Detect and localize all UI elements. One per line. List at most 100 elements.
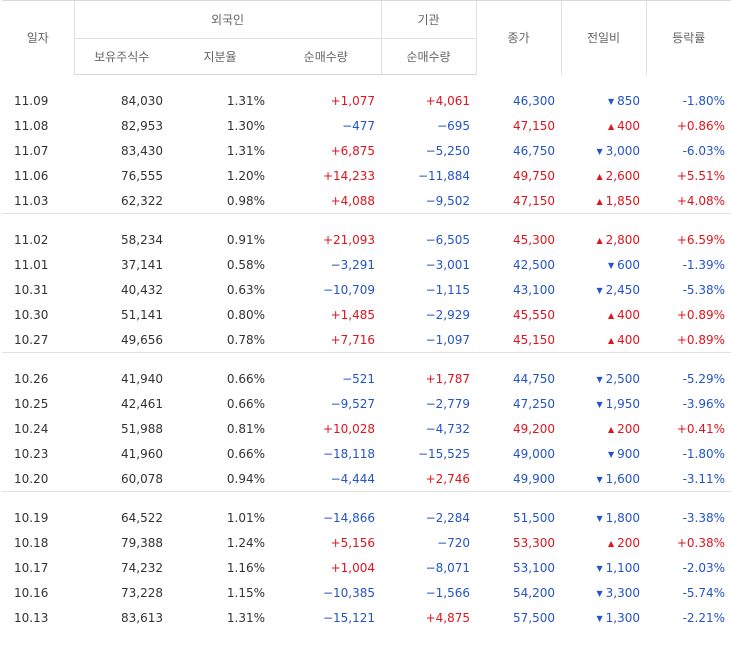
foreign-net-cell: −521	[342, 371, 376, 386]
date-cell: 11.07	[14, 143, 49, 158]
table-row: 10.13 83,613 1.31% −15,121 +4,875 57,500 ▼ 1,30…	[2, 605, 731, 630]
holdings-cell: 58,234	[121, 232, 163, 247]
triangle-up-icon: ▲	[607, 310, 615, 320]
inst-net-cell: −8,071	[425, 560, 471, 575]
close-cell: 45,150	[476, 327, 562, 353]
close-cell: 57,500	[513, 610, 556, 625]
change-cell: ▼ 900	[561, 441, 646, 466]
group-spacer	[2, 75, 731, 89]
close-cell: 49,900	[476, 466, 562, 492]
col-change-header: 전일비	[560, 0, 647, 75]
foreign-net-cell: +1,077	[330, 93, 376, 108]
inst-net-cell: −1,115	[425, 282, 471, 297]
col-foreign-header: 외국인	[73, 0, 382, 39]
change-value: 3,000	[605, 143, 641, 158]
change-value: 600	[617, 257, 641, 272]
change-cell: ▼ 1,100	[561, 555, 646, 580]
ratio-cell: 0.66%	[226, 446, 265, 461]
change-cell: ▲ 200	[561, 416, 646, 441]
date-cell: 10.31	[14, 282, 49, 297]
inst-net-cell: −2,929	[425, 307, 471, 322]
change-cell: ▼ 1,600	[561, 466, 647, 492]
triangle-up-icon: ▲	[596, 171, 603, 181]
foreign-net-cell: −10,385	[322, 585, 376, 600]
triangle-up-icon: ▲	[607, 424, 615, 434]
close-cell: 51,500	[513, 510, 556, 525]
close-cell: 53,100	[513, 560, 556, 575]
inst-net-cell: −4,732	[425, 421, 471, 436]
triangle-down-icon: ▼	[596, 399, 603, 409]
change-value: 2,600	[605, 168, 641, 183]
change-cell: ▼ 850	[561, 88, 646, 113]
ratio-cell: 0.66%	[226, 396, 265, 411]
holdings-cell: 64,522	[121, 510, 163, 525]
close-cell: 47,150	[513, 118, 556, 133]
close-cell: 49,200	[513, 421, 556, 436]
ratio-cell: 0.58%	[226, 257, 265, 272]
ratio-cell: 1.15%	[226, 585, 265, 600]
holdings-cell: 37,141	[121, 257, 163, 272]
table-row: 11.01 37,141 0.58% −3,291 −3,001 42,500 ▼ 600 -1…	[2, 252, 731, 277]
date-cell: 10.25	[14, 396, 49, 411]
date-cell: 10.17	[14, 560, 49, 575]
triangle-down-icon: ▼	[596, 563, 603, 573]
triangle-up-icon: ▲	[596, 235, 603, 245]
date-cell: 11.03	[2, 188, 74, 214]
group-spacer-cell	[2, 214, 731, 228]
date-cell: 10.18	[14, 535, 49, 550]
triangle-up-icon: ▲	[607, 538, 615, 548]
change-value: 1,100	[605, 560, 641, 575]
col-institution-header: 기관	[380, 0, 477, 39]
date-cell: 10.16	[14, 585, 49, 600]
triangle-down-icon: ▼	[596, 146, 603, 156]
ratio-cell: 0.98%	[169, 188, 271, 214]
inst-net-cell: −6,505	[425, 232, 471, 247]
change-cell: ▼ 1,950	[561, 391, 646, 416]
foreign-net-cell: +21,093	[322, 232, 376, 247]
rate-cell: -6.03%	[682, 143, 726, 158]
rate-cell: -2.03%	[682, 560, 726, 575]
rate-cell: -5.38%	[682, 282, 726, 297]
close-cell: 47,150	[476, 188, 562, 214]
rate-cell: +0.38%	[676, 535, 726, 550]
change-cell: ▲ 2,600	[561, 163, 646, 188]
holdings-cell: 79,388	[121, 535, 163, 550]
close-cell: 43,100	[513, 282, 556, 297]
change-cell: ▼ 2,500	[561, 366, 646, 391]
change-value: 1,850	[605, 193, 641, 208]
foreign-net-cell: +10,028	[322, 421, 376, 436]
close-cell: 46,750	[513, 143, 556, 158]
ratio-cell: 0.81%	[226, 421, 265, 436]
date-cell: 11.02	[14, 232, 49, 247]
ratio-cell: 0.78%	[169, 327, 271, 353]
change-value: 1,600	[605, 471, 641, 486]
ratio-cell: 1.30%	[226, 118, 265, 133]
close-cell: 54,200	[513, 585, 556, 600]
change-value: 400	[617, 118, 641, 133]
triangle-down-icon: ▼	[596, 374, 603, 384]
investor-trading-table: 일자 외국인 기관 종가 전일비 등락률 보유주식수 지분율 순매수량 순매수량…	[2, 0, 732, 630]
ratio-cell: 1.01%	[226, 510, 265, 525]
table-row: 10.18 79,388 1.24% +5,156 −720 53,300 ▲ 200 +0.3…	[2, 530, 731, 555]
change-cell: ▲ 1,850	[561, 188, 647, 214]
date-cell: 11.08	[14, 118, 49, 133]
change-cell: ▲ 400	[561, 302, 646, 327]
date-cell: 10.13	[14, 610, 49, 625]
col-ratio-header: 지분율	[169, 38, 271, 75]
ratio-cell: 0.63%	[226, 282, 265, 297]
inst-net-cell: −3,001	[425, 257, 471, 272]
change-value: 2,800	[605, 232, 641, 247]
ratio-cell: 1.31%	[226, 93, 265, 108]
col-foreign-net-header: 순매수량	[271, 38, 382, 75]
inst-net-cell: −2,284	[425, 510, 471, 525]
date-cell: 11.09	[14, 93, 49, 108]
inst-net-cell: −720	[437, 535, 471, 550]
date-cell: 10.23	[14, 446, 49, 461]
table-row: 11.08 82,953 1.30% −477 −695 47,150 ▲ 400 +0.86%	[2, 113, 731, 138]
foreign-net-cell: +1,004	[330, 560, 376, 575]
table-row: 10.31 40,432 0.63% −10,709 −1,115 43,100 ▼ 2,45…	[2, 277, 731, 302]
inst-net-cell: −11,884	[417, 168, 471, 183]
date-cell: 10.24	[14, 421, 49, 436]
change-cell: ▼ 1,300	[561, 605, 646, 630]
foreign-net-cell: +4,088	[271, 188, 382, 214]
